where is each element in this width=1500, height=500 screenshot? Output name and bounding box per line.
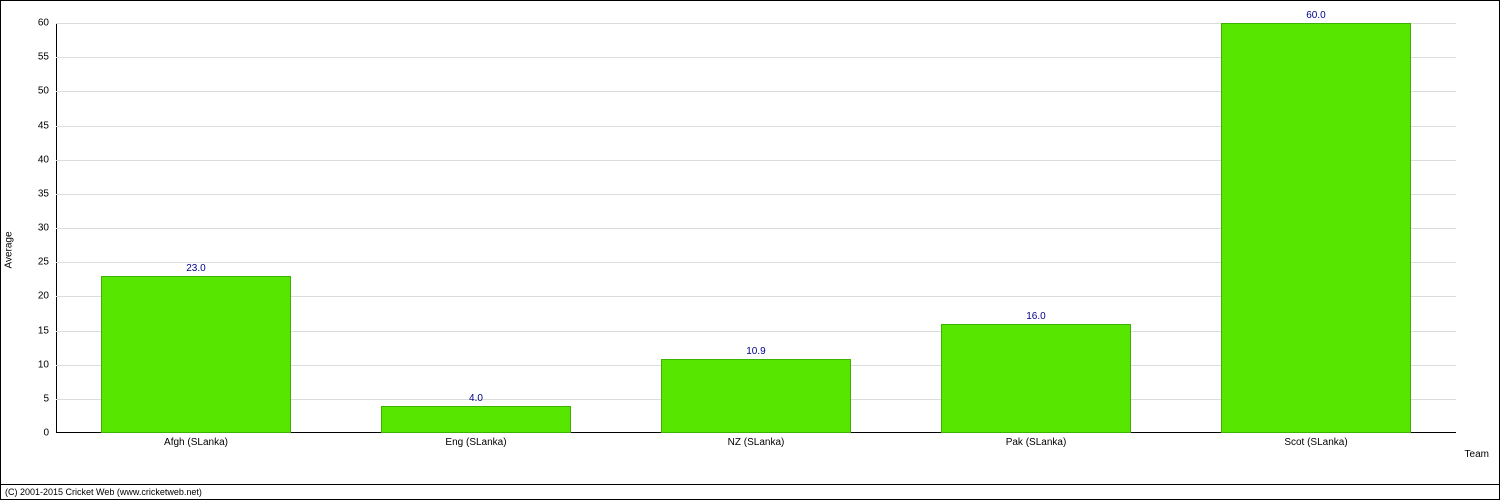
y-tick-label: 10 [9,359,49,370]
plot-area: 23.0 4.0 10.9 16.0 60.0 [56,23,1456,433]
y-tick-label: 60 [9,18,49,29]
x-tick-label: NZ (SLanka) [728,437,785,448]
chart-container: Average Team 051015202530354045505560 23… [0,0,1500,500]
y-tick-label: 30 [9,223,49,234]
bar: 16.0 [941,324,1131,433]
footer-text: (C) 2001-2015 Cricket Web (www.cricketwe… [5,487,202,497]
bar-value-label: 10.9 [662,346,850,357]
y-tick-label: 5 [9,393,49,404]
y-tick-label: 0 [9,428,49,439]
bar: 23.0 [101,276,291,433]
bar: 10.9 [661,359,851,433]
x-tick-label: Afgh (SLanka) [164,437,228,448]
x-tick-label: Pak (SLanka) [1006,437,1067,448]
bar: 60.0 [1221,23,1411,433]
y-tick-label: 35 [9,188,49,199]
y-tick-label: 25 [9,257,49,268]
x-tick-label: Eng (SLanka) [445,437,506,448]
y-tick-label: 50 [9,86,49,97]
bar-value-label: 4.0 [382,393,570,404]
x-tick-label: Scot (SLanka) [1284,437,1347,448]
y-tick-label: 15 [9,325,49,336]
bar: 4.0 [381,406,571,433]
y-tick-label: 40 [9,154,49,165]
x-axis-label: Team [1465,449,1489,460]
y-tick-label: 45 [9,120,49,131]
y-tick-label: 55 [9,52,49,63]
footer-copyright: (C) 2001-2015 Cricket Web (www.cricketwe… [1,484,1499,499]
y-tick-label: 20 [9,291,49,302]
bar-value-label: 16.0 [942,311,1130,322]
bar-value-label: 23.0 [102,263,290,274]
bar-value-label: 60.0 [1222,10,1410,21]
